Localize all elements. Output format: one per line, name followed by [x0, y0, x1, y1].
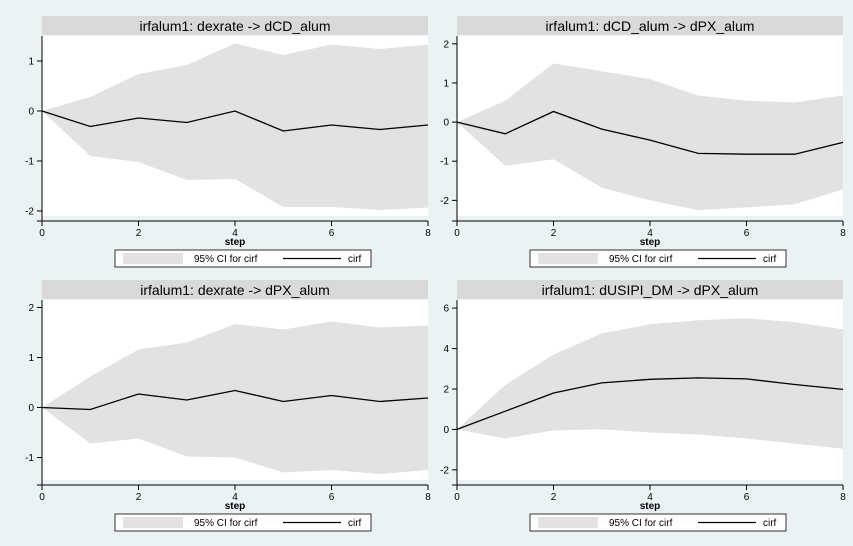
x-axis-label: step — [640, 501, 661, 512]
y-tick-label: 2 — [443, 39, 449, 50]
x-tick-label: 8 — [425, 228, 431, 239]
chart-panel-1: irfalum1: dexrate -> dCD_alum -2 -1 0 1 0 2 4 6 8… — [25, 16, 431, 268]
x-tick-label: 2 — [136, 228, 142, 239]
y-tick-label: -2 — [440, 196, 449, 207]
chart-panel-4: irfalum1: dUSIPI_DM -> dPX_alum -2 0 2 4 6 0 2 4… — [440, 280, 846, 532]
x-tick-label: 4 — [647, 228, 653, 239]
x-axis-label: step — [225, 501, 246, 512]
x-tick-label: 4 — [647, 492, 653, 503]
legend-swatch-ci — [123, 517, 183, 528]
chart-title: irfalum1: dUSIPI_DM -> dPX_alum — [542, 282, 759, 298]
cirf-line — [456, 377, 844, 431]
y-tick-label: 2 — [443, 384, 449, 395]
x-tick-label: 8 — [840, 492, 846, 503]
x-tick-label: 0 — [454, 228, 460, 239]
y-tick-label: 1 — [28, 57, 34, 68]
y-tick-label: -1 — [25, 453, 34, 464]
x-tick-label: 8 — [840, 228, 846, 239]
cirf-line — [456, 110, 844, 155]
ci-band — [42, 321, 428, 474]
legend-label-cirf: cirf — [763, 254, 777, 265]
y-tick-label: 0 — [443, 118, 449, 129]
x-tick-label: 4 — [232, 492, 238, 503]
x-tick-label: 4 — [232, 228, 238, 239]
x-tick-label: 0 — [39, 228, 45, 239]
legend-label-cirf: cirf — [763, 518, 777, 529]
y-tick-label: -1 — [25, 157, 34, 168]
x-tick-label: 2 — [551, 492, 557, 503]
legend: 95% CI for cirf cirf — [114, 513, 372, 532]
title-bar — [42, 16, 428, 35]
x-tick-label: 6 — [329, 492, 335, 503]
y-tick-label: 2 — [28, 303, 34, 314]
cirf-line — [41, 389, 429, 411]
x-tick-label: 6 — [329, 228, 335, 239]
chart-panel-2: irfalum1: dCD_alum -> dPX_alum -2 -1 0 1 2 0 2 4… — [440, 16, 846, 268]
y-tick-label: 1 — [443, 78, 449, 89]
y-tick-label: 6 — [443, 304, 449, 315]
legend: 95% CI for cirf cirf — [529, 513, 787, 532]
x-tick-label: 6 — [744, 228, 750, 239]
title-bar — [457, 280, 843, 299]
ci-band — [457, 63, 843, 211]
legend-label-cirf: cirf — [348, 254, 362, 265]
title-bar — [457, 16, 843, 35]
y-tick-label: 0 — [28, 107, 34, 118]
legend-label-ci: 95% CI for cirf — [609, 254, 673, 265]
cirf-line — [41, 110, 429, 132]
legend-label-ci: 95% CI for cirf — [194, 518, 258, 529]
legend-label-ci: 95% CI for cirf — [609, 518, 673, 529]
x-axis-label: step — [225, 237, 246, 248]
legend-label-ci: 95% CI for cirf — [194, 254, 258, 265]
ci-band — [42, 43, 428, 210]
legend-label-cirf: cirf — [348, 518, 362, 529]
y-tick-label: -2 — [25, 207, 34, 218]
legend-swatch-ci — [538, 253, 598, 264]
legend-swatch-ci — [538, 517, 598, 528]
x-tick-label: 2 — [551, 228, 557, 239]
x-tick-label: 0 — [39, 492, 45, 503]
y-tick-label: 0 — [443, 425, 449, 436]
x-tick-label: 2 — [136, 492, 142, 503]
ci-band — [457, 318, 843, 449]
x-axis-label: step — [640, 237, 661, 248]
legend: 95% CI for cirf cirf — [529, 249, 787, 268]
chart-title: irfalum1: dexrate -> dPX_alum — [140, 282, 329, 298]
x-tick-label: 0 — [454, 492, 460, 503]
y-tick-label: -2 — [440, 465, 449, 476]
chart-title: irfalum1: dCD_alum -> dPX_alum — [546, 18, 755, 34]
y-tick-label: -1 — [440, 157, 449, 168]
legend-swatch-ci — [123, 253, 183, 264]
chart-panel-3: irfalum1: dexrate -> dPX_alum -1 0 1 2 0 2 4 6 8 s… — [25, 280, 431, 532]
x-tick-label: 8 — [425, 492, 431, 503]
y-tick-label: 0 — [28, 403, 34, 414]
title-bar — [42, 280, 428, 299]
x-tick-label: 6 — [744, 492, 750, 503]
y-tick-label: 4 — [443, 344, 449, 355]
y-tick-label: 1 — [28, 353, 34, 364]
chart-title: irfalum1: dexrate -> dCD_alum — [139, 18, 330, 34]
legend: 95% CI for cirf cirf — [114, 249, 372, 268]
